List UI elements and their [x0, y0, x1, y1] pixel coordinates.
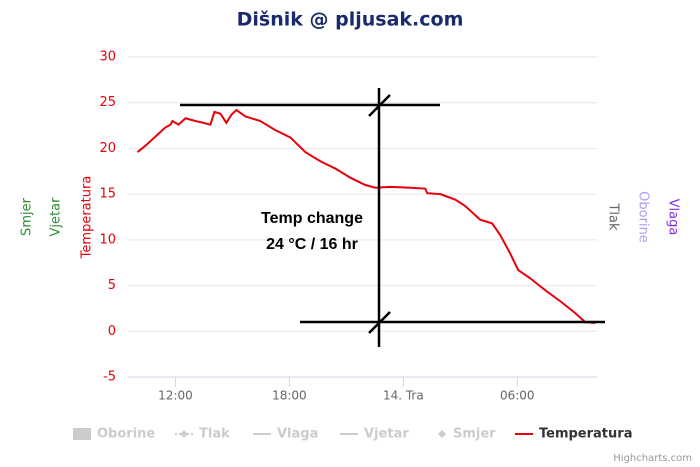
- legend-symbol: [73, 428, 91, 440]
- y-axis-title: Smjer: [20, 197, 35, 236]
- x-tick-label: 12:00: [158, 389, 193, 403]
- y-tick-label: 10: [99, 232, 116, 247]
- annotation-hash: [368, 311, 391, 334]
- grid: [128, 56, 597, 378]
- chart-title: Dišnik @ pljusak.com: [237, 9, 464, 31]
- data-line: [136, 108, 596, 325]
- legend-item[interactable]: Temperatura: [515, 427, 632, 442]
- y-tick-label: 30: [99, 50, 116, 65]
- y-axis-title: Temperatura: [80, 176, 95, 260]
- legend-symbol: [180, 430, 188, 438]
- x-tick-label: 06:00: [500, 389, 535, 403]
- annotation: [180, 88, 605, 347]
- legend-item[interactable]: Vlaga: [253, 427, 318, 442]
- legend-label: Smjer: [453, 427, 496, 442]
- legend-item[interactable]: Vjetar: [340, 427, 409, 442]
- legend-item[interactable]: Smjer: [438, 427, 496, 442]
- y-tick-label: 15: [99, 187, 116, 202]
- annotation-text: Temp change: [261, 210, 363, 227]
- legend-label: Vjetar: [364, 427, 409, 442]
- x-tick-label: 14. Tra: [383, 389, 424, 403]
- legend-symbol: [438, 430, 446, 438]
- y-axis-title: Vjetar: [49, 197, 64, 237]
- y-tick-label: 25: [99, 95, 116, 110]
- annotation-hash: [368, 94, 391, 117]
- y-tick-label: 0: [108, 324, 116, 339]
- y-tick-label: 20: [99, 141, 116, 156]
- legend-item[interactable]: Tlak: [175, 427, 230, 442]
- y-tick-label: -5: [103, 370, 116, 385]
- legend-label: Vlaga: [277, 427, 318, 442]
- legend-label: Temperatura: [539, 427, 632, 442]
- legend-item[interactable]: Oborine: [73, 427, 155, 442]
- credit[interactable]: Highcharts.com: [613, 453, 692, 464]
- y2-axis-title: Vlaga: [666, 199, 681, 236]
- y-tick-label: 5: [108, 278, 116, 293]
- y2-axis-title: Oborine: [636, 191, 651, 243]
- annotation-text: 24 °C / 16 hr: [266, 236, 358, 253]
- y2-axis-title: Tlak: [606, 202, 621, 231]
- x-tick-label: 18:00: [272, 389, 307, 403]
- legend-label: Oborine: [97, 427, 155, 442]
- legend-label: Tlak: [199, 427, 230, 442]
